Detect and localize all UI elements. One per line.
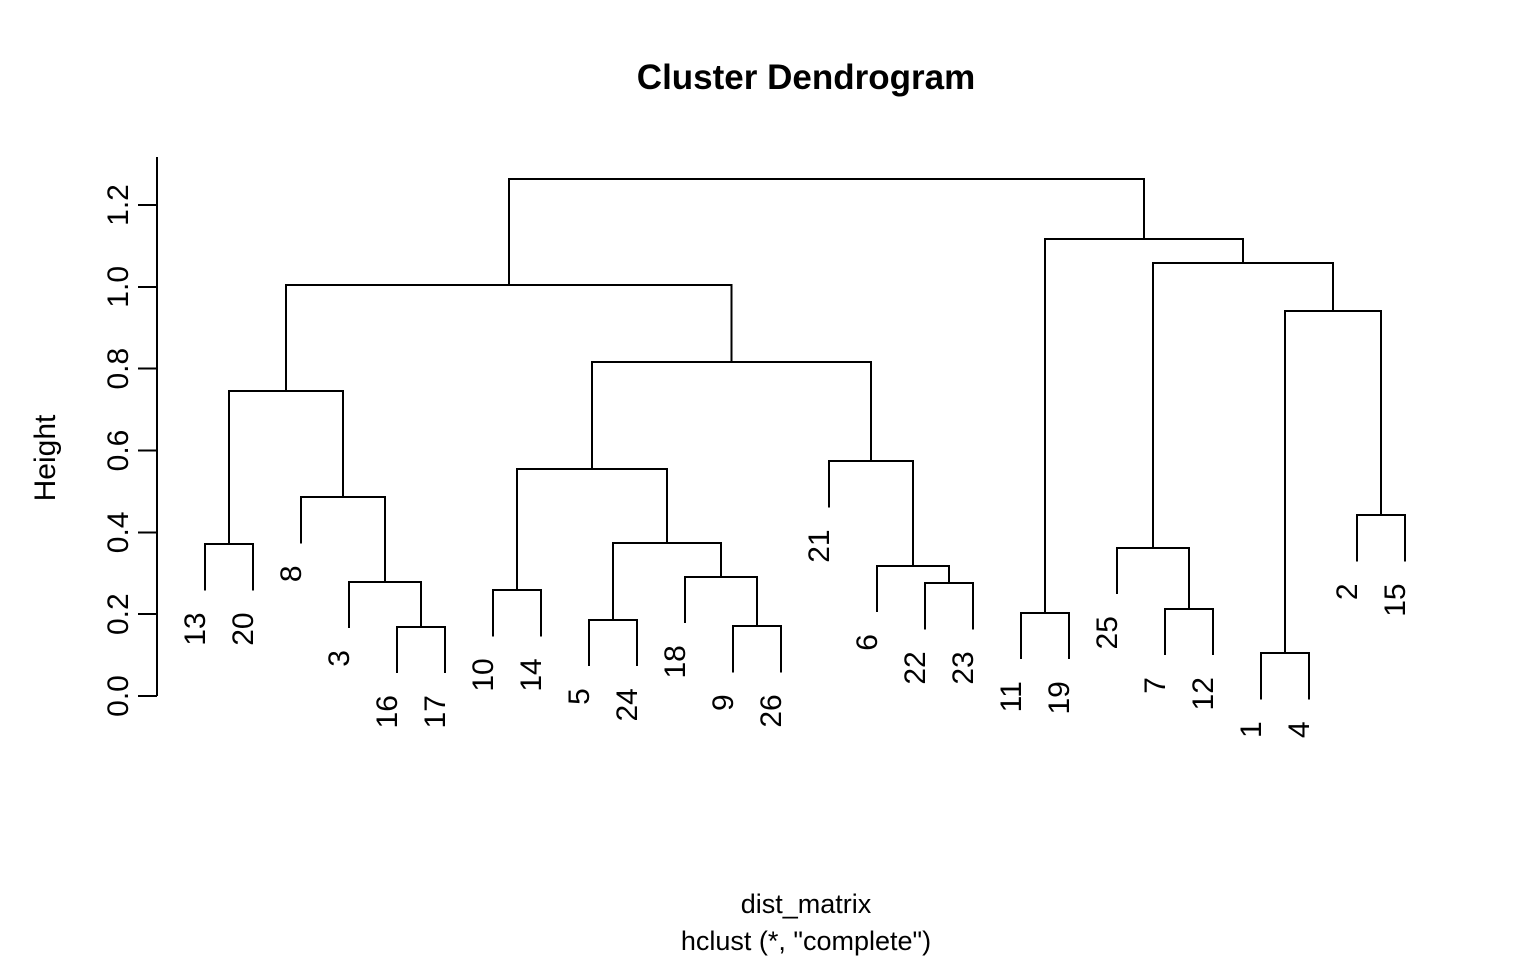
leaf-label-22: 22 xyxy=(899,651,932,684)
x-axis-caption-line1: dist_matrix xyxy=(740,889,872,919)
merge-link-h0.213 xyxy=(1164,607,1214,656)
leaf-labels: 13 20 8 3 16 17 10 14 5 24 18 9 26 21 6 22 23 11 19 25 7 12 1 4… xyxy=(179,529,1412,738)
merge-link-h0.105 xyxy=(1260,652,1310,700)
x-axis-caption: dist_matrix hclust (*, "complete") xyxy=(406,886,1206,960)
y-tick-label-0.4: 0.4 xyxy=(102,511,135,553)
merge-link-h0.816 xyxy=(591,361,872,469)
leaf-label-1: 1 xyxy=(1235,721,1268,738)
leaf-label-13: 13 xyxy=(179,612,212,645)
merge-link-h0.555 xyxy=(516,467,668,591)
leaf-label-24: 24 xyxy=(611,688,644,721)
merge-link-h0.574 xyxy=(828,460,914,566)
merge-link-h0.171 xyxy=(732,625,782,673)
leaf-label-19: 19 xyxy=(1043,681,1076,714)
merge-link-h1.263 xyxy=(507,178,1145,286)
leaf-label-5: 5 xyxy=(563,688,596,705)
merge-link-h0.374 xyxy=(612,541,722,620)
leaf-label-2: 2 xyxy=(1331,583,1364,600)
y-tick-label-1.0: 1.0 xyxy=(102,266,135,308)
merge-link-h0.745 xyxy=(228,390,344,545)
chart-title: Cluster Dendrogram xyxy=(636,58,976,97)
leaf-label-3: 3 xyxy=(323,650,356,667)
leaf-label-11: 11 xyxy=(995,681,1028,712)
merge-link-h0.169 xyxy=(396,625,446,674)
x-axis-caption-line2: hclust (*, "complete") xyxy=(680,926,932,956)
merge-link-h0.486 xyxy=(300,496,386,582)
merge-link-h1.004 xyxy=(285,284,733,392)
merge-link-h0.203 xyxy=(1020,611,1070,660)
merge-link-h0.279 xyxy=(348,580,422,629)
merge-link-h0.259 xyxy=(492,589,542,637)
y-tick-label-0.6: 0.6 xyxy=(102,430,135,472)
leaf-label-23: 23 xyxy=(947,651,980,684)
leaf-label-25: 25 xyxy=(1091,616,1124,649)
y-tick-label-0.2: 0.2 xyxy=(102,593,135,635)
y-axis: 0.0 0.2 0.4 0.6 0.8 1.0 1.2 xyxy=(102,157,158,717)
leaf-label-10: 10 xyxy=(467,658,500,691)
merge-link-h1.058 xyxy=(1152,262,1334,548)
merge-link-h0.291 xyxy=(684,575,758,627)
dendrogram-links xyxy=(204,178,1406,700)
merge-link-h0.276 xyxy=(924,582,974,630)
merge-link-h1.117 xyxy=(1044,237,1244,613)
leaf-label-15: 15 xyxy=(1379,583,1412,616)
merge-link-h0.318 xyxy=(876,564,950,613)
leaf-label-12: 12 xyxy=(1187,677,1220,710)
leaf-label-16: 16 xyxy=(371,695,404,728)
leaf-label-8: 8 xyxy=(275,565,308,582)
leaf-label-17: 17 xyxy=(419,695,452,728)
y-tick-label-1.2: 1.2 xyxy=(102,184,135,226)
merge-link-h0.362 xyxy=(1116,546,1190,609)
y-axis-title: Height xyxy=(29,414,62,502)
merge-link-h0.941 xyxy=(1284,309,1382,654)
leaf-label-14: 14 xyxy=(515,658,548,691)
leaf-label-9: 9 xyxy=(707,694,740,711)
leaf-label-21: 21 xyxy=(803,529,836,562)
leaf-label-4: 4 xyxy=(1283,721,1316,738)
y-tick-label-0.8: 0.8 xyxy=(102,348,135,390)
merge-link-h0.442 xyxy=(1356,514,1406,562)
leaf-label-7: 7 xyxy=(1139,677,1172,694)
leaf-label-26: 26 xyxy=(755,694,788,727)
merge-link-h0.186 xyxy=(588,618,638,667)
leaf-label-20: 20 xyxy=(227,612,260,645)
leaf-label-6: 6 xyxy=(851,634,884,651)
leaf-label-18: 18 xyxy=(659,645,692,678)
merge-link-h0.371 xyxy=(204,543,254,591)
y-tick-label-0.0: 0.0 xyxy=(102,675,135,717)
